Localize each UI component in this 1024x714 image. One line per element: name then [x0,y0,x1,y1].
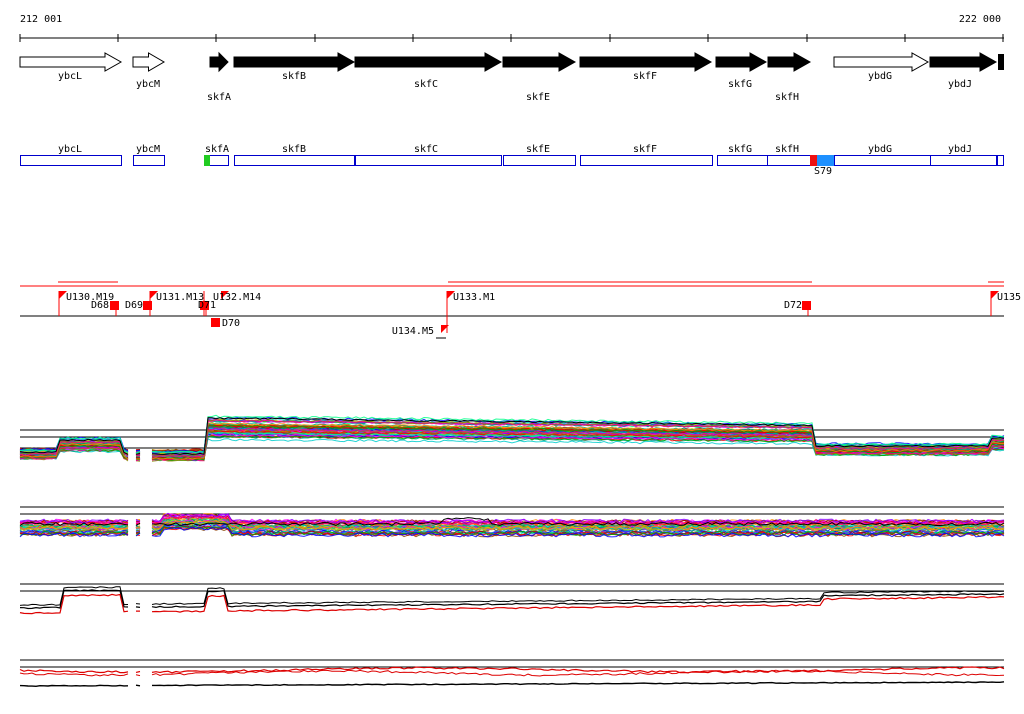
track2-trace [19,526,1005,538]
coord-end-label: 222 000 [958,14,1001,25]
gene-arrow-edge [998,54,1004,70]
marker-flag-U135 [991,291,999,299]
gene-arrow-skfF [579,52,713,72]
gene-arrow-skfH [767,52,812,72]
gene-label-skfA: skfA [206,92,232,103]
track3-trace-black [19,586,1005,606]
gene-arrow-skfA [209,51,229,73]
gene-arrow-skfB [233,52,356,72]
segment-label-skfE: skfE [525,144,551,155]
marker-flag-U132.M14 [221,291,229,299]
gene-arrow-ybdJ [929,52,998,72]
marker-label-D70: D70 [222,318,241,329]
marker-flag-U130.M19 [59,291,67,299]
gene-label-skfG: skfG [727,79,753,90]
marker-label-U135: U135 [997,292,1022,303]
gene-arrow-skfE [502,52,577,72]
marker-flag-U134.M5 [441,325,449,333]
segment-highlight-blue [817,155,834,166]
gene-label-skfH: skfH [774,92,800,103]
segment-box-ybdJ [930,155,997,166]
track4-trace-red [19,669,1005,677]
marker-label-D72: D72 [783,300,802,311]
segment-label-skfG: skfG [727,144,753,155]
segment-label-skfC: skfC [413,144,439,155]
marker-square-D68 [110,301,119,310]
segment-box-edge [997,155,1004,166]
marker-flag-U131.M13 [150,291,158,299]
gene-label-ybcL: ybcL [57,71,83,82]
marker-square-D69 [143,301,152,310]
gene-label-skfF: skfF [632,71,658,82]
marker-square-D71 [200,301,209,310]
track1-trace-black [19,417,1005,455]
track1-trace [19,419,1005,458]
marker-label-U133.M1: U133.M1 [453,292,496,303]
track3-trace-red [19,593,1005,615]
segment-label-skfB: skfB [281,144,307,155]
segment-box-ybcM [133,155,165,166]
coord-start-label: 212 001 [20,14,63,25]
segment-highlight-red [810,155,817,166]
segment-label-ybdJ: ybdJ [947,144,973,155]
marker-flag-U133.M1 [447,291,455,299]
marker-label-U131.M13: U131.M13 [156,292,205,303]
track1-trace [19,422,1005,460]
segment-label-ybdG: ybdG [867,144,893,155]
segment-box-skfB [234,155,355,166]
gene-arrow-ybcM [132,52,165,72]
track4-trace-red [19,666,1005,674]
gene-label-ybcM: ybcM [135,79,161,90]
segment-box-skfF [580,155,713,166]
gene-label-skfB: skfB [281,71,307,82]
segment-highlight-green [204,155,210,166]
segment-box-skfE [503,155,576,166]
segment-box-ybdG [834,155,931,166]
track2-trace [19,512,1005,524]
gene-label-skfC: skfC [413,79,439,90]
track3-trace-black [19,589,1005,610]
gene-arrow-skfG [715,52,768,72]
gene-arrow-ybcL [19,52,123,72]
track1-trace [19,414,1005,454]
segment-box-skfG [717,155,768,166]
marker-label-D69: D69 [124,300,143,311]
segment-box-skfH [767,155,811,166]
marker-label-U132.M14: U132.M14 [213,292,262,303]
segment-label-skfF: skfF [632,144,658,155]
track2-trace [19,519,1005,531]
segment-label-ybcM: ybcM [135,144,161,155]
segment-label-skfA: skfA [204,144,230,155]
segment-label-skfH: skfH [774,144,800,155]
gene-label-ybdG: ybdG [867,71,893,82]
segment-label-ybcL: ybcL [57,144,83,155]
gene-arrow-ybdG [833,52,930,72]
marker-square-D72 [802,301,811,310]
marker-label-U134.M5: U134.M5 [391,326,434,337]
track4-trace-black [19,681,1005,688]
marker-label-U130.M19: U130.M19 [66,292,115,303]
segment-box-ybcL [20,155,122,166]
segment-box-skfC [355,155,502,166]
gene-label-skfE: skfE [525,92,551,103]
marker-label-D68: D68 [90,300,109,311]
marker-label-D71: D71 [197,300,216,311]
site-marker-label: S79 [813,166,833,177]
track2-trace-black [19,517,1005,527]
gene-arrow-skfC [354,52,503,72]
marker-square-D70 [211,318,220,327]
gene-label-ybdJ: ybdJ [947,79,973,90]
